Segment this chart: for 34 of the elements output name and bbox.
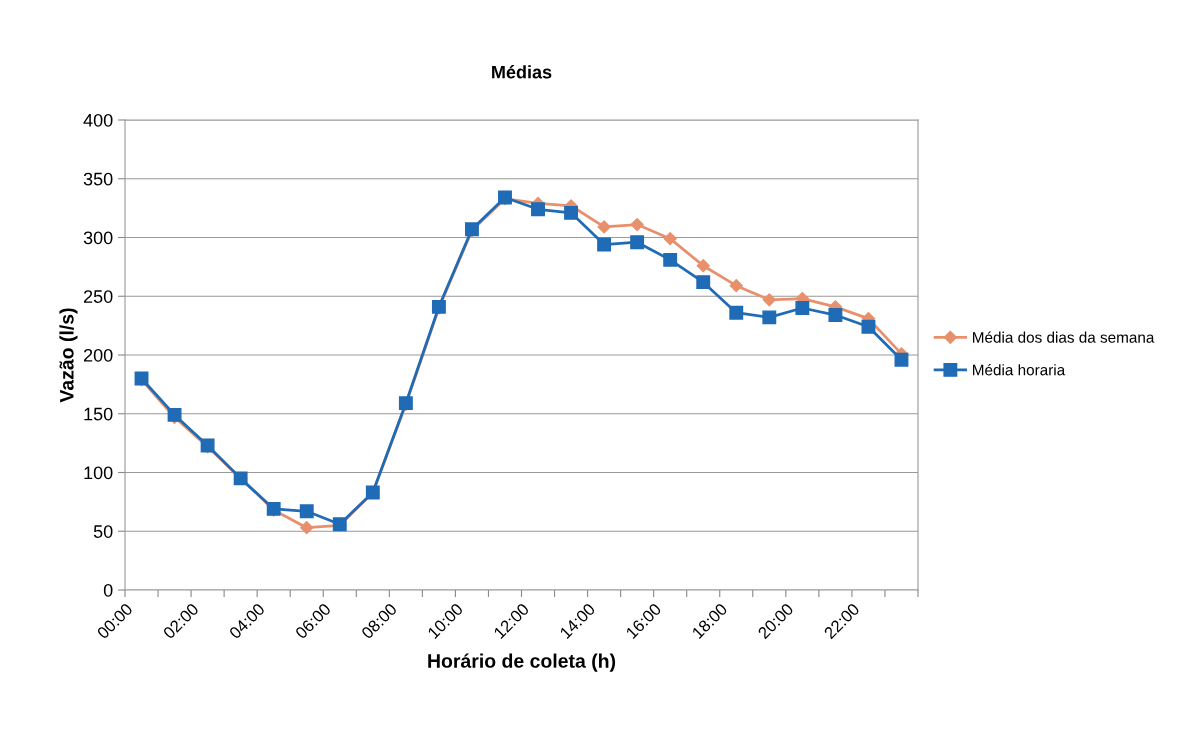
point <box>729 305 744 320</box>
y-tick-label: 250 <box>83 290 113 303</box>
point <box>663 252 678 267</box>
point <box>894 352 909 367</box>
legend-label: Média horaria <box>973 363 1066 376</box>
point <box>630 217 644 232</box>
point <box>531 202 545 217</box>
y-tick-label: 0 <box>103 583 113 597</box>
point <box>762 310 777 325</box>
point <box>696 259 710 273</box>
point <box>597 237 612 252</box>
y-tick-label: 400 <box>83 113 113 127</box>
point <box>861 319 876 334</box>
point <box>795 301 810 315</box>
point <box>696 275 711 290</box>
legend-label: Média dos dias da semana <box>973 331 1155 343</box>
point <box>300 521 314 535</box>
point <box>729 279 743 293</box>
point <box>828 308 843 322</box>
y-tick-label: 100 <box>84 466 113 480</box>
point <box>597 220 611 234</box>
y-axis-title: Vazão (l/s) <box>59 308 78 403</box>
y-tick-label: 50 <box>93 525 113 538</box>
x-axis-title: Horário de coleta (h) <box>428 653 616 672</box>
point <box>299 504 314 519</box>
point <box>663 232 677 246</box>
chart-title: Médias <box>492 65 552 79</box>
point <box>564 205 579 220</box>
y-tick-label: 350 <box>83 172 113 186</box>
point <box>762 293 776 307</box>
point <box>630 235 645 250</box>
y-tick-label: 200 <box>83 348 113 362</box>
y-tick-label: 150 <box>84 407 113 421</box>
y-tick-label: 300 <box>83 231 113 245</box>
